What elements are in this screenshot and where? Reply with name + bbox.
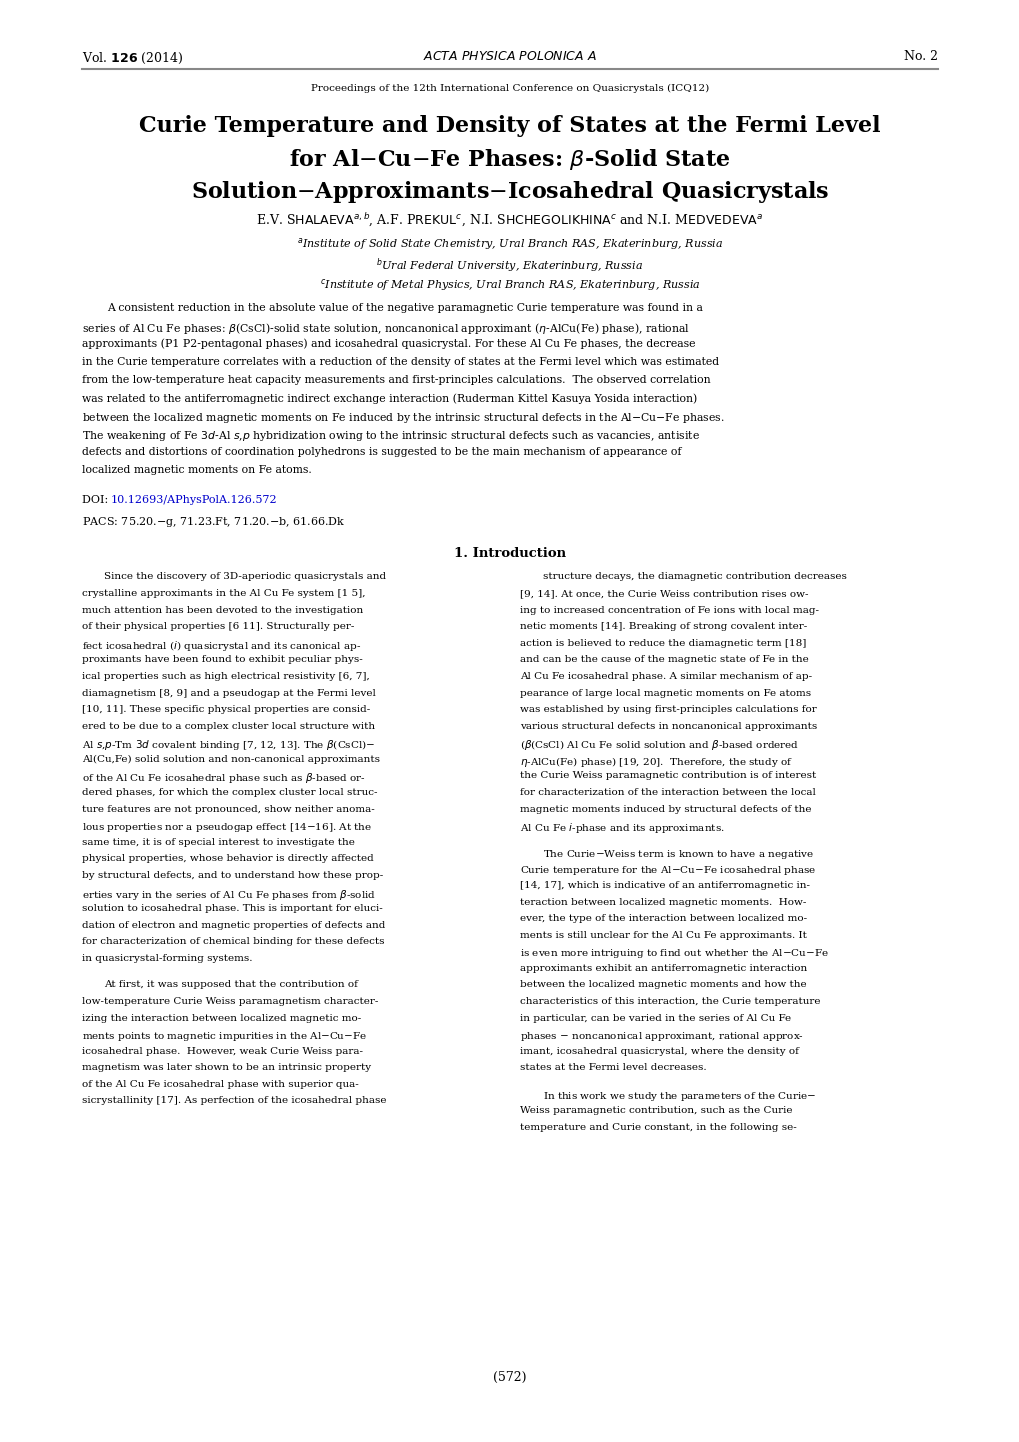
Text: Al(Cu,Fe) solid solution and non-canonical approximants: Al(Cu,Fe) solid solution and non-canonic…: [82, 754, 379, 764]
Text: [9, 14]. At once, the Curie Weiss contribution rises ow-: [9, 14]. At once, the Curie Weiss contri…: [520, 588, 808, 598]
Text: The Curie$-$Weiss term is known to have a negative: The Curie$-$Weiss term is known to have …: [542, 848, 813, 861]
Text: from the low-temperature heat capacity measurements and first-principles calcula: from the low-temperature heat capacity m…: [82, 375, 709, 385]
Text: Curie temperature for the Al$-$Cu$-$Fe icosahedral phase: Curie temperature for the Al$-$Cu$-$Fe i…: [520, 864, 815, 877]
Text: by structural defects, and to understand how these prop-: by structural defects, and to understand…: [82, 871, 382, 880]
Text: between the localized magnetic moments and how the: between the localized magnetic moments a…: [520, 981, 806, 989]
Text: was established by using first-principles calculations for: was established by using first-principle…: [520, 705, 816, 714]
Text: [10, 11]. These specific physical properties are consid-: [10, 11]. These specific physical proper…: [82, 705, 370, 714]
Text: No. 2: No. 2: [904, 50, 937, 63]
Text: ical properties such as high electrical resistivity [6, 7],: ical properties such as high electrical …: [82, 672, 369, 681]
Text: E.V. S$\mathrm{HALAEVA}$$^{a,b}$, A.F. P$\mathrm{REKUL}$$^{c}$, N.I. S$\mathrm{H: E.V. S$\mathrm{HALAEVA}$$^{a,b}$, A.F. P…: [256, 212, 763, 229]
Text: $^{c}$Institute of Metal Physics, Ural Branch RAS, Ekaterinburg, Russia: $^{c}$Institute of Metal Physics, Ural B…: [319, 277, 700, 293]
Text: izing the interaction between localized magnetic mo-: izing the interaction between localized …: [82, 1014, 361, 1022]
Text: was related to the antiferromagnetic indirect exchange interaction (Ruderman Kit: was related to the antiferromagnetic ind…: [82, 392, 696, 404]
Text: Vol. $\mathbf{126}$ (2014): Vol. $\mathbf{126}$ (2014): [82, 50, 182, 65]
Text: in quasicrystal-forming systems.: in quasicrystal-forming systems.: [82, 953, 252, 963]
Text: A consistent reduction in the absolute value of the negative paramagnetic Curie : A consistent reduction in the absolute v…: [107, 303, 702, 313]
Text: imant, icosahedral quasicrystal, where the density of: imant, icosahedral quasicrystal, where t…: [520, 1047, 798, 1056]
Text: in particular, can be varied in the series of Al Cu Fe: in particular, can be varied in the seri…: [520, 1014, 791, 1022]
Text: $\eta$-AlCu(Fe) phase) [19, 20].  Therefore, the study of: $\eta$-AlCu(Fe) phase) [19, 20]. Therefo…: [520, 754, 793, 769]
Text: is even more intriguing to find out whether the Al$-$Cu$-$Fe: is even more intriguing to find out whet…: [520, 947, 828, 960]
Text: PACS: 75.20.$-$g, 71.23.Ft, 71.20.$-$b, 61.66.Dk: PACS: 75.20.$-$g, 71.23.Ft, 71.20.$-$b, …: [82, 515, 344, 529]
Text: sicrystallinity [17]. As perfection of the icosahedral phase: sicrystallinity [17]. As perfection of t…: [82, 1096, 386, 1106]
Text: for Al$-$Cu$-$Fe Phases: $\beta$-Solid State: for Al$-$Cu$-$Fe Phases: $\beta$-Solid S…: [289, 147, 730, 172]
Text: for characterization of chemical binding for these defects: for characterization of chemical binding…: [82, 937, 384, 946]
Text: the Curie Weiss paramagnetic contribution is of interest: the Curie Weiss paramagnetic contributio…: [520, 771, 815, 780]
Text: Al $s$,$p$-Tm $3d$ covalent binding [7, 12, 13]. The $\beta$(CsCl)$-$: Al $s$,$p$-Tm $3d$ covalent binding [7, …: [82, 738, 374, 753]
Text: for characterization of the interaction between the local: for characterization of the interaction …: [520, 787, 815, 797]
Text: 1. Introduction: 1. Introduction: [453, 547, 566, 559]
Text: ($\beta$(CsCl) Al Cu Fe solid solution and $\beta$-based ordered: ($\beta$(CsCl) Al Cu Fe solid solution a…: [520, 738, 799, 753]
Text: between the localized magnetic moments on Fe induced by the intrinsic structural: between the localized magnetic moments o…: [82, 411, 723, 425]
Text: [14, 17], which is indicative of an antiferromagnetic in-: [14, 17], which is indicative of an anti…: [520, 881, 809, 890]
Text: ever, the type of the interaction between localized mo-: ever, the type of the interaction betwee…: [520, 914, 806, 923]
Text: crystalline approximants in the Al Cu Fe system [1 5],: crystalline approximants in the Al Cu Fe…: [82, 588, 365, 598]
Text: DOI:: DOI:: [82, 495, 111, 505]
Text: of the Al Cu Fe icosahedral phase with superior qua-: of the Al Cu Fe icosahedral phase with s…: [82, 1080, 358, 1089]
Text: Since the discovery of 3D-aperiodic quasicrystals and: Since the discovery of 3D-aperiodic quas…: [104, 572, 386, 581]
Text: The weakening of Fe $3d$-Al $s$,$p$ hybridization owing to the intrinsic structu: The weakening of Fe $3d$-Al $s$,$p$ hybr…: [82, 430, 699, 443]
Text: magnetic moments induced by structural defects of the: magnetic moments induced by structural d…: [520, 805, 811, 813]
Text: localized magnetic moments on Fe atoms.: localized magnetic moments on Fe atoms.: [82, 464, 311, 474]
Text: of the Al Cu Fe icosahedral phase such as $\beta$-based or-: of the Al Cu Fe icosahedral phase such a…: [82, 771, 365, 786]
Text: low-temperature Curie Weiss paramagnetism character-: low-temperature Curie Weiss paramagnetis…: [82, 996, 378, 1007]
Text: $^{a}$Institute of Solid State Chemistry, Ural Branch RAS, Ekaterinburg, Russia: $^{a}$Institute of Solid State Chemistry…: [297, 236, 722, 252]
Text: teraction between localized magnetic moments.  How-: teraction between localized magnetic mom…: [520, 897, 806, 907]
Text: various structural defects in noncanonical approximants: various structural defects in noncanonic…: [520, 721, 816, 731]
Text: action is believed to reduce the diamagnetic term [18]: action is believed to reduce the diamagn…: [520, 639, 806, 647]
Text: ments points to magnetic impurities in the Al$-$Cu$-$Fe: ments points to magnetic impurities in t…: [82, 1030, 367, 1043]
Text: fect icosahedral ($i$) quasicrystal and its canonical ap-: fect icosahedral ($i$) quasicrystal and …: [82, 639, 361, 653]
Text: $\it{ACTA\ PHYSICA\ POLONICA\ A}$: $\it{ACTA\ PHYSICA\ POLONICA\ A}$: [423, 50, 596, 63]
Text: netic moments [14]. Breaking of strong covalent inter-: netic moments [14]. Breaking of strong c…: [520, 622, 807, 632]
Text: proximants have been found to exhibit peculiar phys-: proximants have been found to exhibit pe…: [82, 655, 362, 665]
Text: diamagnetism [8, 9] and a pseudogap at the Fermi level: diamagnetism [8, 9] and a pseudogap at t…: [82, 688, 375, 698]
Text: same time, it is of special interest to investigate the: same time, it is of special interest to …: [82, 838, 355, 846]
Text: in the Curie temperature correlates with a reduction of the density of states at: in the Curie temperature correlates with…: [82, 356, 718, 366]
Text: icosahedral phase.  However, weak Curie Weiss para-: icosahedral phase. However, weak Curie W…: [82, 1047, 362, 1056]
Text: of their physical properties [6 11]. Structurally per-: of their physical properties [6 11]. Str…: [82, 622, 354, 632]
Text: Curie Temperature and Density of States at the Fermi Level: Curie Temperature and Density of States …: [140, 115, 879, 137]
Text: Weiss paramagnetic contribution, such as the Curie: Weiss paramagnetic contribution, such as…: [520, 1106, 792, 1116]
Text: erties vary in the series of Al Cu Fe phases from $\beta$-solid: erties vary in the series of Al Cu Fe ph…: [82, 887, 375, 901]
Text: pearance of large local magnetic moments on Fe atoms: pearance of large local magnetic moments…: [520, 688, 810, 698]
Text: Al Cu Fe $i$-phase and its approximants.: Al Cu Fe $i$-phase and its approximants.: [520, 820, 725, 835]
Text: ing to increased concentration of Fe ions with local mag-: ing to increased concentration of Fe ion…: [520, 606, 818, 614]
Text: ture features are not pronounced, show neither anoma-: ture features are not pronounced, show n…: [82, 805, 374, 813]
Text: and can be the cause of the magnetic state of Fe in the: and can be the cause of the magnetic sta…: [520, 655, 808, 665]
Text: Proceedings of the 12th International Conference on Quasicrystals (ICQ12): Proceedings of the 12th International Co…: [311, 84, 708, 92]
Text: structure decays, the diamagnetic contribution decreases: structure decays, the diamagnetic contri…: [542, 572, 846, 581]
Text: (572): (572): [493, 1371, 526, 1384]
Text: Al Cu Fe icosahedral phase. A similar mechanism of ap-: Al Cu Fe icosahedral phase. A similar me…: [520, 672, 811, 681]
Text: defects and distortions of coordination polyhedrons is suggested to be the main : defects and distortions of coordination …: [82, 447, 681, 457]
Text: In this work we study the parameters of the Curie$-$: In this work we study the parameters of …: [542, 1090, 815, 1103]
Text: Solution$-$Approximants$-$Icosahedral Quasicrystals: Solution$-$Approximants$-$Icosahedral Qu…: [191, 179, 828, 205]
Text: ered to be due to a complex cluster local structure with: ered to be due to a complex cluster loca…: [82, 721, 374, 731]
Text: magnetism was later shown to be an intrinsic property: magnetism was later shown to be an intri…: [82, 1063, 370, 1073]
Text: much attention has been devoted to the investigation: much attention has been devoted to the i…: [82, 606, 363, 614]
Text: phases $-$ noncanonical approximant, rational approx-: phases $-$ noncanonical approximant, rat…: [520, 1030, 803, 1043]
Text: lous properties nor a pseudogap effect [14$-$16]. At the: lous properties nor a pseudogap effect […: [82, 820, 372, 835]
Text: characteristics of this interaction, the Curie temperature: characteristics of this interaction, the…: [520, 996, 820, 1007]
Text: physical properties, whose behavior is directly affected: physical properties, whose behavior is d…: [82, 854, 373, 864]
Text: temperature and Curie constant, in the following se-: temperature and Curie constant, in the f…: [520, 1123, 796, 1132]
Text: dered phases, for which the complex cluster local struc-: dered phases, for which the complex clus…: [82, 787, 377, 797]
Text: solution to icosahedral phase. This is important for eluci-: solution to icosahedral phase. This is i…: [82, 904, 382, 913]
Text: approximants (P1 P2-pentagonal phases) and icosahedral quasicrystal. For these A: approximants (P1 P2-pentagonal phases) a…: [82, 339, 694, 349]
Text: $^{b}$Ural Federal University, Ekaterinburg, Russia: $^{b}$Ural Federal University, Ekaterinb…: [376, 257, 643, 275]
Text: ments is still unclear for the Al Cu Fe approximants. It: ments is still unclear for the Al Cu Fe …: [520, 930, 806, 940]
Text: dation of electron and magnetic properties of defects and: dation of electron and magnetic properti…: [82, 920, 384, 930]
Text: approximants exhibit an antiferromagnetic interaction: approximants exhibit an antiferromagneti…: [520, 963, 807, 973]
Text: series of Al Cu Fe phases: $\beta$(CsCl)-solid state solution, noncanonical appr: series of Al Cu Fe phases: $\beta$(CsCl)…: [82, 320, 689, 336]
Text: 10.12693/APhysPolA.126.572: 10.12693/APhysPolA.126.572: [110, 495, 276, 505]
Text: At first, it was supposed that the contribution of: At first, it was supposed that the contr…: [104, 981, 358, 989]
Text: states at the Fermi level decreases.: states at the Fermi level decreases.: [520, 1063, 706, 1073]
